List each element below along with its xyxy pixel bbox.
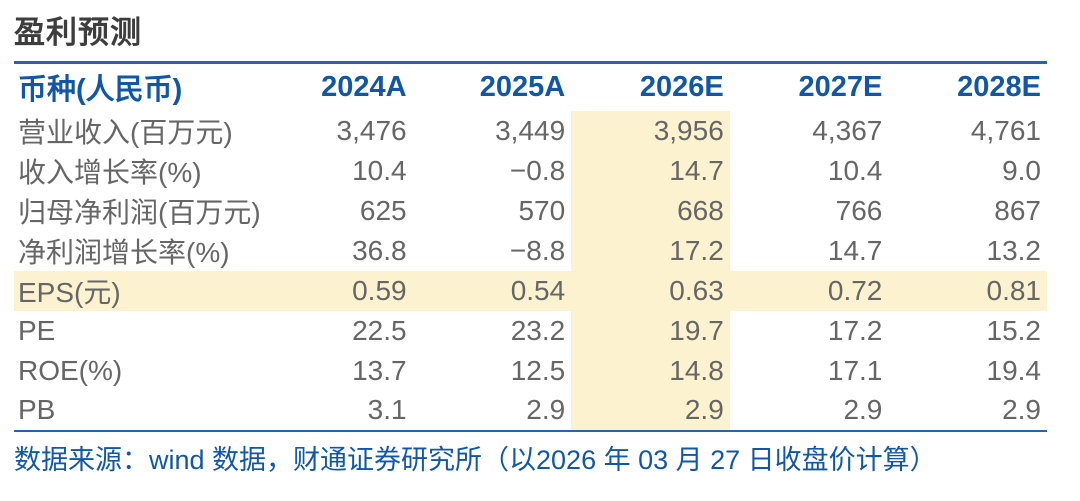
- cell: 17.2: [571, 230, 730, 271]
- cell: 668: [571, 190, 730, 231]
- cell: 0.81: [888, 270, 1047, 311]
- cell: 3.1: [254, 390, 413, 432]
- table-row: 归母净利润(百万元) 625 570 668 766 867: [14, 190, 1047, 231]
- row-label: EPS(元): [14, 270, 254, 311]
- cell: 4,761: [970, 114, 1041, 146]
- row-label: 净利润增长率(%): [18, 236, 230, 268]
- cell: 13.2: [986, 234, 1042, 266]
- row-label: 营业收入(百万元): [18, 116, 233, 148]
- row-label: PB: [14, 390, 254, 432]
- data-source-note: 数据来源：wind 数据，财通证券研究所（以2026 年 03 月 27 日收盘…: [14, 444, 937, 475]
- cell: 2.9: [888, 390, 1047, 432]
- table-row: ROE(%) 13.7 12.5 14.8 17.1 19.4: [14, 350, 1047, 391]
- table-body: 营业收入(百万元) 3,476 3,449 3,956 4,367 4,761 收入增长率(…: [14, 110, 1047, 432]
- cell: −0.8: [509, 154, 566, 186]
- cell: 15.2: [986, 314, 1042, 346]
- cell: 14.7: [571, 150, 730, 191]
- header-year-2027E: 2027E: [798, 70, 883, 103]
- table-row: PB 3.1 2.9 2.9 2.9 2.9: [14, 390, 1047, 432]
- cell: 10.4: [827, 154, 883, 186]
- cell: 19.7: [571, 310, 730, 351]
- row-label: 归母净利润(百万元): [18, 196, 261, 228]
- cell: 12.5: [510, 354, 566, 386]
- cell: 2.9: [412, 390, 572, 432]
- page-title: 盈利预测: [14, 15, 142, 50]
- cell: 17.2: [827, 314, 883, 346]
- cell: 4,367: [812, 114, 883, 146]
- cell: 3,956: [571, 110, 730, 151]
- cell: 2.9: [729, 390, 889, 432]
- cell: 19.4: [986, 354, 1042, 386]
- cell: 0.63: [571, 270, 730, 311]
- cell: 2.9: [571, 390, 730, 432]
- header-year-2026E: 2026E: [639, 70, 724, 103]
- header-year-2025A: 2025A: [479, 70, 566, 103]
- header-year-2028E: 2028E: [957, 70, 1041, 103]
- header-currency: 币种(人民币): [18, 74, 183, 107]
- row-label: 收入增长率(%): [18, 156, 202, 188]
- cell: 14.8: [571, 350, 730, 391]
- cell: 17.1: [827, 354, 883, 386]
- table-row: 营业收入(百万元) 3,476 3,449 3,956 4,367 4,761: [14, 110, 1047, 151]
- cell: −8.8: [509, 234, 566, 266]
- row-label: ROE(%): [18, 354, 123, 386]
- table-row: PE 22.5 23.2 19.7 17.2 15.2: [14, 310, 1047, 351]
- row-label: PE: [18, 314, 56, 346]
- cell: 625: [359, 194, 407, 226]
- table-header-row: 币种(人民币) 2024A 2025A 2026E 2027E 2028E: [14, 63, 1047, 111]
- cell: 22.5: [352, 314, 407, 346]
- header-year-2024A: 2024A: [321, 70, 407, 103]
- cell: 0.72: [729, 270, 889, 311]
- cell: 14.7: [827, 234, 883, 266]
- cell: 3,449: [495, 114, 566, 146]
- cell: 0.54: [412, 270, 572, 311]
- cell: 867: [994, 194, 1041, 226]
- cell: 13.7: [352, 354, 407, 386]
- cell: 9.0: [1002, 154, 1041, 186]
- cell: 570: [518, 194, 566, 226]
- cell: 0.59: [254, 270, 413, 311]
- cell: 36.8: [352, 234, 407, 266]
- forecast-table: 币种(人民币) 2024A 2025A 2026E 2027E 2028E 营业收入(百万…: [14, 61, 1047, 432]
- table-row: 收入增长率(%) 10.4 −0.8 14.7 10.4 9.0: [14, 150, 1047, 191]
- cell: 766: [835, 194, 883, 226]
- table-row: EPS(元) 0.59 0.54 0.63 0.72 0.81: [14, 270, 1047, 311]
- cell: 10.4: [352, 154, 407, 186]
- table-row: 净利润增长率(%) 36.8 −8.8 17.2 14.7 13.2: [14, 230, 1047, 271]
- cell: 23.2: [510, 314, 566, 346]
- cell: 3,476: [336, 114, 407, 146]
